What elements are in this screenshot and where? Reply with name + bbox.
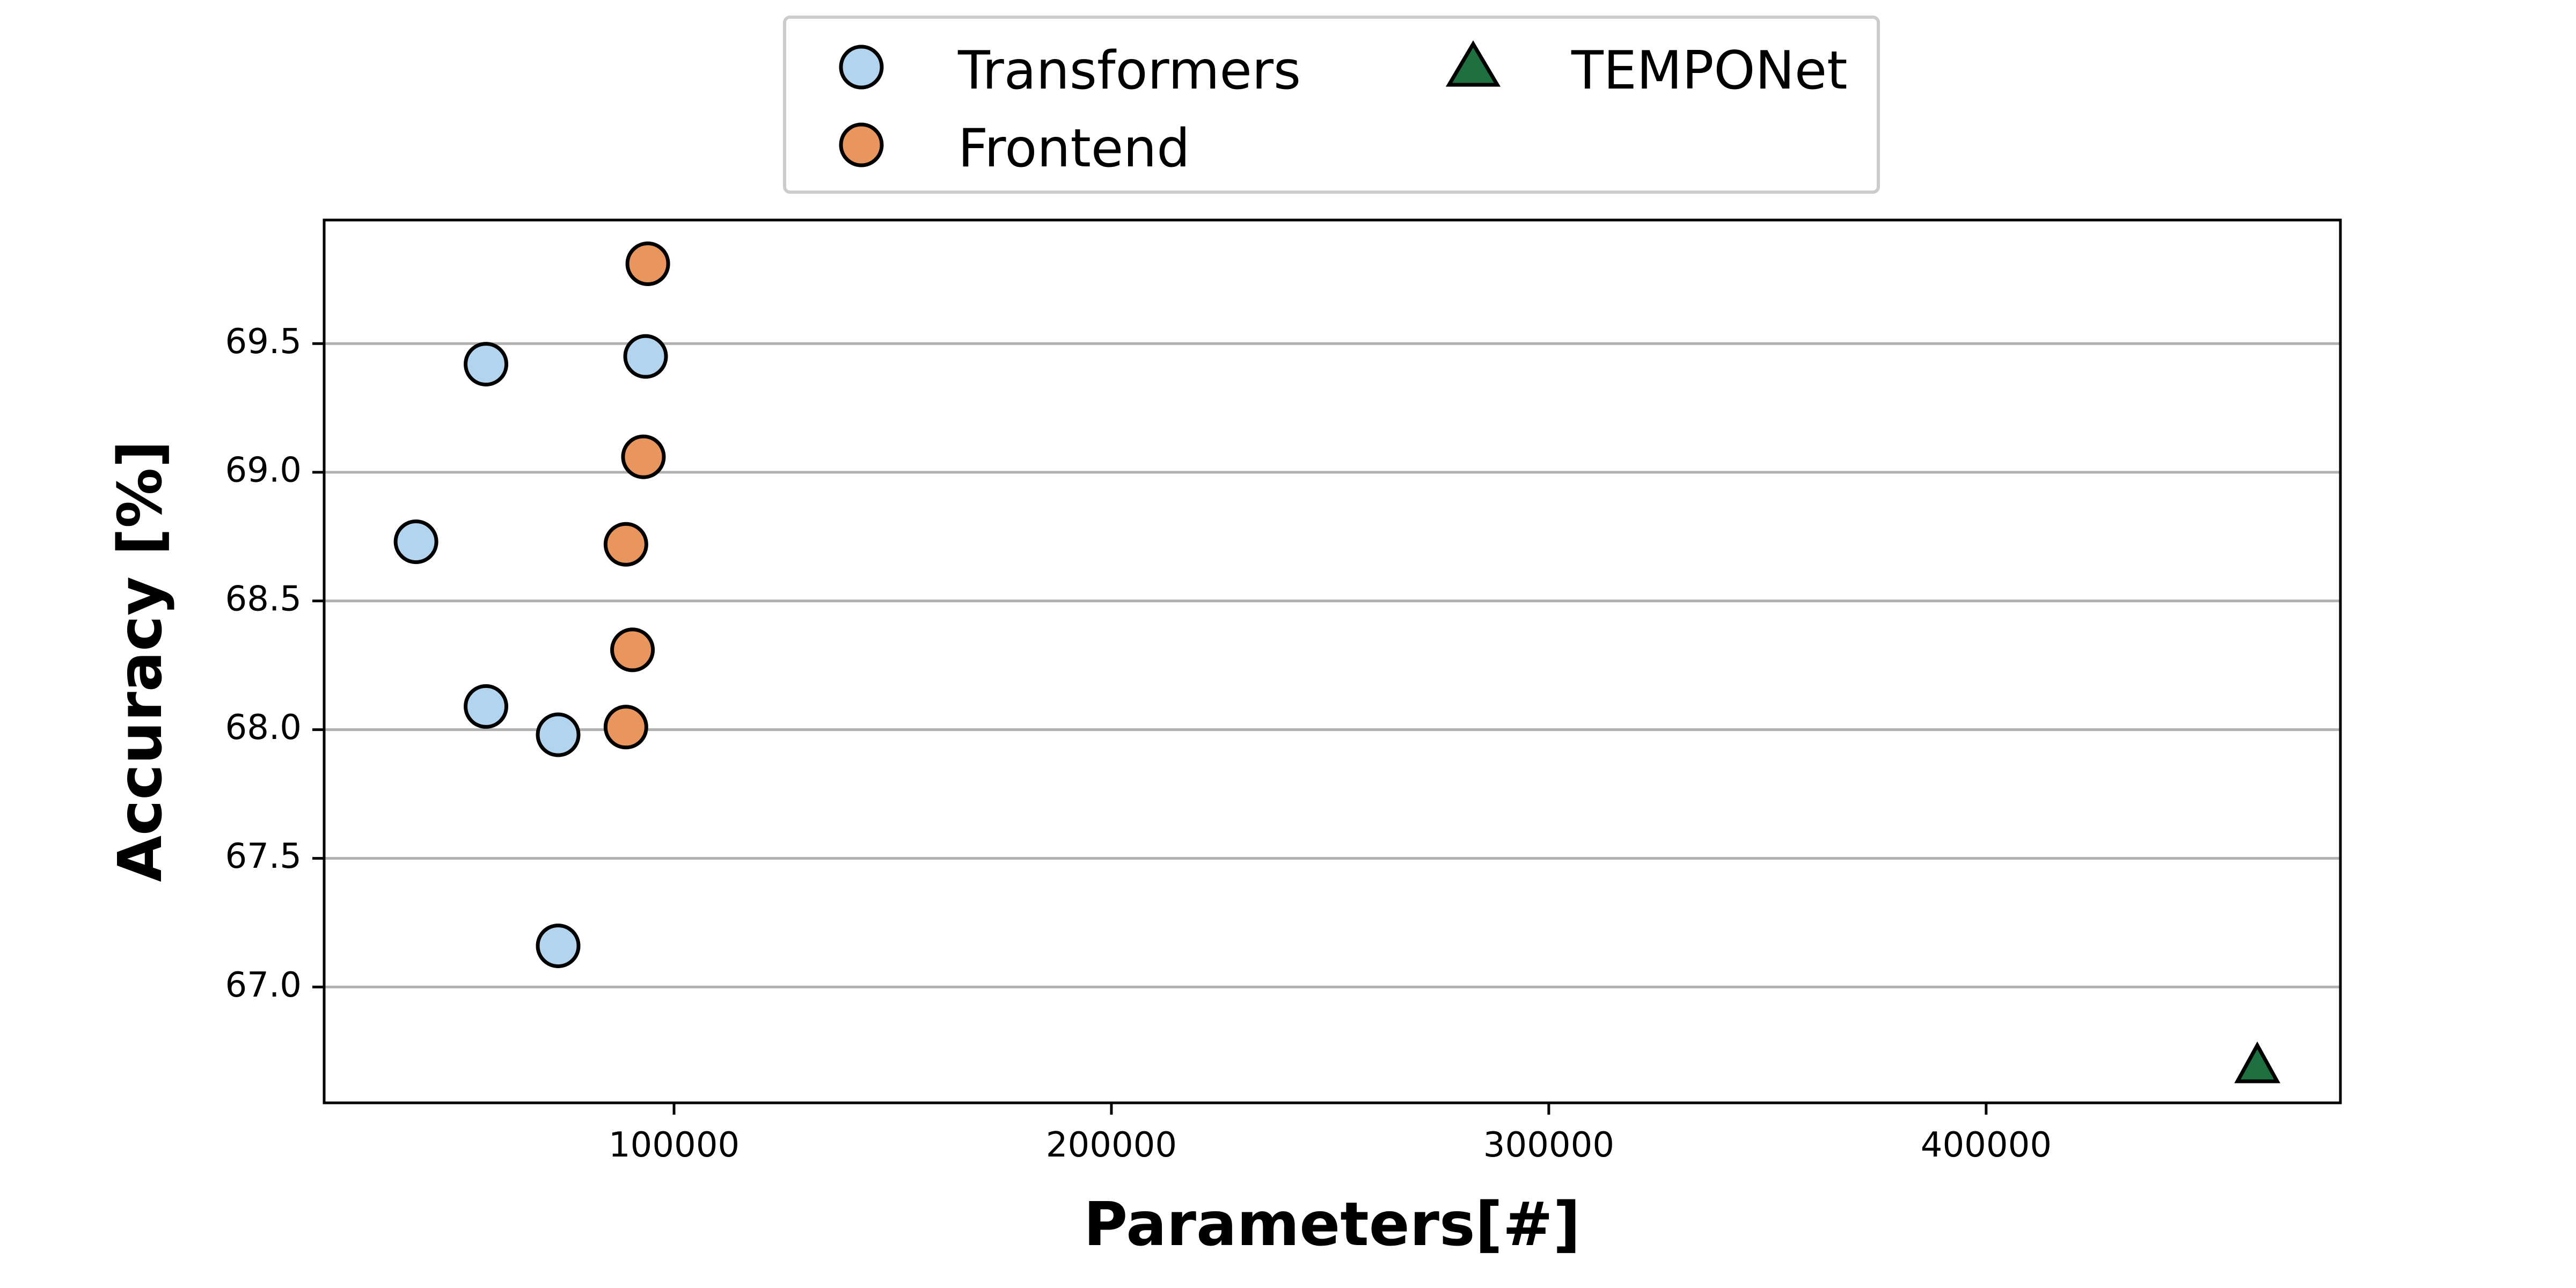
data-point-frontend bbox=[610, 627, 655, 672]
data-point-frontend bbox=[603, 705, 648, 750]
data-point-frontend bbox=[621, 434, 666, 479]
data-point-transformers bbox=[393, 519, 438, 564]
data-point-temponet bbox=[2234, 1041, 2281, 1084]
data-point-transformers bbox=[623, 334, 668, 379]
legend-label-transformers: Transformers bbox=[957, 40, 1301, 101]
legend-marker-frontend bbox=[839, 122, 884, 167]
legend-label-temponet: TEMPONet bbox=[1571, 40, 1848, 101]
x-tick-label: 200000 bbox=[1046, 1125, 1177, 1165]
legend-frame bbox=[783, 16, 1880, 194]
grid-lines bbox=[324, 342, 2340, 989]
x-tick-label: 400000 bbox=[1921, 1125, 2052, 1165]
y-tick-label: 68.5 bbox=[225, 579, 302, 619]
plot-area-frame bbox=[323, 218, 2342, 1104]
y-tick-label: 69.0 bbox=[225, 451, 302, 491]
data-point-transformers bbox=[464, 342, 509, 387]
x-tick-label: 100000 bbox=[609, 1125, 740, 1165]
data-point-frontend bbox=[603, 522, 648, 567]
data-point-transformers bbox=[536, 923, 581, 968]
data-point-transformers bbox=[464, 684, 509, 729]
legend-marker-transformers bbox=[839, 45, 884, 90]
y-tick-label: 69.5 bbox=[225, 322, 302, 362]
y-axis-title: Accuracy [%] bbox=[106, 441, 175, 882]
y-tick-label: 67.5 bbox=[225, 837, 302, 876]
x-axis-title: Parameters[#] bbox=[1084, 1190, 1580, 1260]
axis-ticks: 67.0 67.5 68.0 68.5 69.0 69.5 100000 200000 3000… bbox=[225, 322, 2052, 1165]
x-tick-label: 300000 bbox=[1483, 1125, 1614, 1165]
legend-marker-temponet bbox=[1445, 40, 1501, 87]
data-point-frontend bbox=[625, 241, 670, 287]
data-point-transformers bbox=[536, 712, 581, 757]
data-points bbox=[393, 241, 2281, 1084]
legend-label-frontend: Frontend bbox=[958, 118, 1190, 179]
y-tick-label: 67.0 bbox=[225, 965, 302, 1005]
legend: Transformers Frontend TEMPONet bbox=[783, 16, 1880, 194]
y-tick-label: 68.0 bbox=[225, 708, 302, 748]
